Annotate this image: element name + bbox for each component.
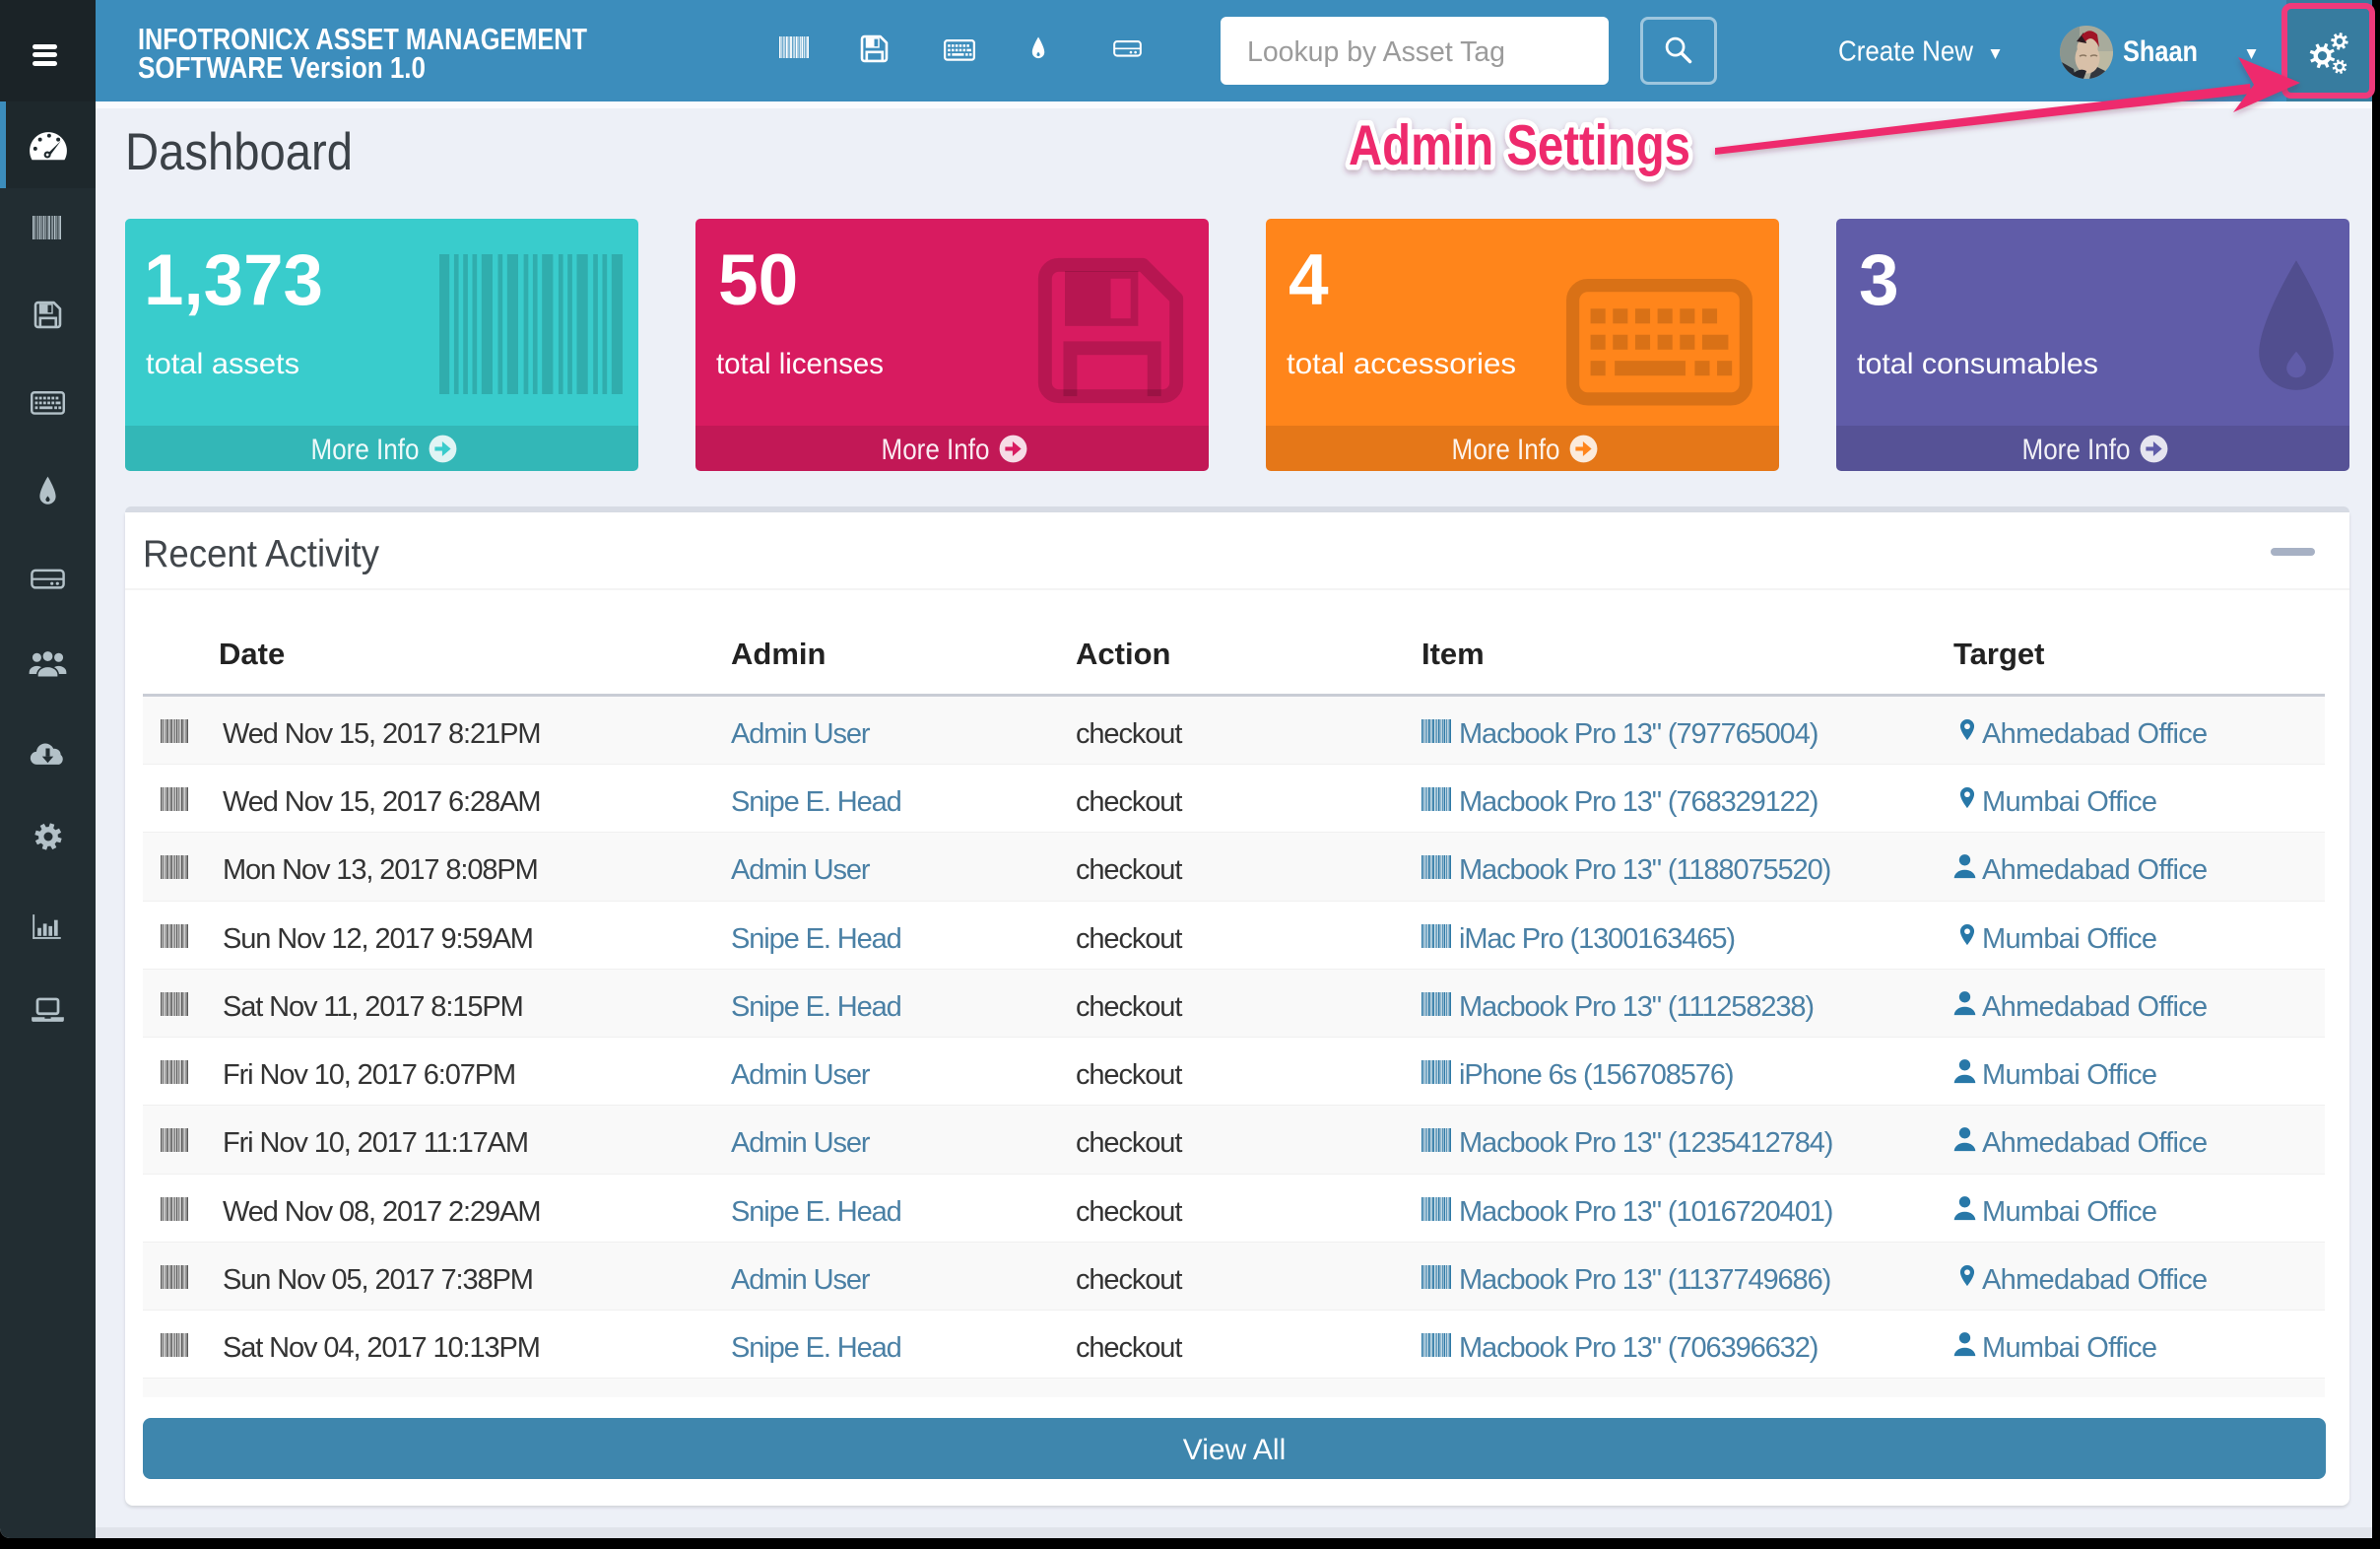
svg-text:More Info: More Info bbox=[2022, 434, 2131, 466]
svg-text:checkout: checkout bbox=[1076, 1059, 1182, 1091]
svg-text:Mumbai Office: Mumbai Office bbox=[1982, 923, 2156, 955]
svg-text:checkout: checkout bbox=[1076, 1332, 1182, 1364]
svg-text:Lookup by Asset Tag: Lookup by Asset Tag bbox=[1247, 36, 1505, 68]
svg-text:Target: Target bbox=[1953, 637, 2044, 671]
svg-text:Ahmedabad Office: Ahmedabad Office bbox=[1982, 1264, 2207, 1296]
svg-text:checkout: checkout bbox=[1076, 718, 1182, 750]
svg-text:Admin User: Admin User bbox=[731, 1264, 871, 1296]
svg-text:Ahmedabad Office: Ahmedabad Office bbox=[1982, 854, 2207, 886]
svg-text:Snipe E. Head: Snipe E. Head bbox=[731, 991, 901, 1023]
svg-text:Fri Nov 10, 2017 6:07PM: Fri Nov 10, 2017 6:07PM bbox=[223, 1059, 515, 1091]
svg-text:total consumables: total consumables bbox=[1857, 348, 2098, 380]
svg-text:Action: Action bbox=[1076, 637, 1170, 671]
svg-text:Sun Nov 12, 2017 9:59AM: Sun Nov 12, 2017 9:59AM bbox=[223, 923, 533, 955]
svg-text:checkout: checkout bbox=[1076, 786, 1182, 818]
svg-text:Wed Nov 08, 2017 2:29AM: Wed Nov 08, 2017 2:29AM bbox=[223, 1196, 540, 1228]
svg-text:total accessories: total accessories bbox=[1287, 348, 1516, 380]
svg-text:Dashboard: Dashboard bbox=[125, 123, 353, 181]
svg-text:3: 3 bbox=[1859, 240, 1899, 320]
svg-text:4: 4 bbox=[1289, 240, 1329, 320]
svg-text:View All: View All bbox=[1183, 1434, 1287, 1466]
svg-text:50: 50 bbox=[718, 240, 798, 320]
svg-text:Macbook Pro 13" (1188075520): Macbook Pro 13" (1188075520) bbox=[1459, 854, 1830, 886]
svg-text:Mumbai Office: Mumbai Office bbox=[1982, 786, 2156, 818]
svg-text:Wed Nov 15, 2017 6:28AM: Wed Nov 15, 2017 6:28AM bbox=[223, 786, 540, 818]
svg-text:Snipe E. Head: Snipe E. Head bbox=[731, 923, 901, 955]
svg-text:More Info: More Info bbox=[882, 434, 990, 466]
svg-text:Ahmedabad Office: Ahmedabad Office bbox=[1982, 991, 2207, 1023]
svg-text:Mumbai Office: Mumbai Office bbox=[1982, 1332, 2156, 1364]
svg-text:Admin Settings: Admin Settings bbox=[1349, 114, 1690, 177]
svg-text:Snipe E. Head: Snipe E. Head bbox=[731, 1332, 901, 1364]
svg-text:SOFTWARE Version 1.0: SOFTWARE Version 1.0 bbox=[138, 51, 426, 85]
svg-text:Macbook Pro 13" (1137749686): Macbook Pro 13" (1137749686) bbox=[1459, 1264, 1830, 1296]
svg-text:Macbook Pro 13" (1016720401): Macbook Pro 13" (1016720401) bbox=[1459, 1196, 1832, 1228]
svg-text:Macbook Pro 13" (797765004): Macbook Pro 13" (797765004) bbox=[1459, 718, 1818, 750]
svg-text:Admin User: Admin User bbox=[731, 718, 871, 750]
svg-text:Macbook Pro 13" (768329122): Macbook Pro 13" (768329122) bbox=[1459, 786, 1818, 818]
svg-text:Mumbai Office: Mumbai Office bbox=[1982, 1196, 2156, 1228]
svg-text:checkout: checkout bbox=[1076, 1264, 1182, 1296]
svg-text:Mumbai Office: Mumbai Office bbox=[1982, 1059, 2156, 1091]
svg-text:1,373: 1,373 bbox=[144, 240, 323, 320]
svg-text:Sat Nov 11, 2017 8:15PM: Sat Nov 11, 2017 8:15PM bbox=[223, 991, 523, 1023]
svg-text:iMac Pro (1300163465): iMac Pro (1300163465) bbox=[1459, 923, 1735, 955]
svg-text:Admin: Admin bbox=[731, 637, 826, 671]
svg-text:Ahmedabad Office: Ahmedabad Office bbox=[1982, 718, 2207, 750]
svg-text:Wed Nov 15, 2017 8:21PM: Wed Nov 15, 2017 8:21PM bbox=[223, 718, 540, 750]
svg-text:Shaan: Shaan bbox=[2123, 35, 2198, 68]
svg-text:Admin User: Admin User bbox=[731, 1059, 871, 1091]
svg-text:checkout: checkout bbox=[1076, 1196, 1182, 1228]
svg-text:checkout: checkout bbox=[1076, 1127, 1182, 1159]
svg-text:Sun Nov 05, 2017 7:38PM: Sun Nov 05, 2017 7:38PM bbox=[223, 1264, 533, 1296]
svg-text:total licenses: total licenses bbox=[716, 348, 884, 380]
svg-text:Snipe E. Head: Snipe E. Head bbox=[731, 1196, 901, 1228]
svg-text:Mon Nov 13, 2017 8:08PM: Mon Nov 13, 2017 8:08PM bbox=[223, 854, 538, 886]
svg-text:iPhone 6s (156708576): iPhone 6s (156708576) bbox=[1459, 1059, 1733, 1091]
svg-text:checkout: checkout bbox=[1076, 923, 1182, 955]
svg-text:Admin User: Admin User bbox=[731, 854, 871, 886]
svg-text:Ahmedabad Office: Ahmedabad Office bbox=[1982, 1127, 2207, 1159]
svg-text:Macbook Pro 13" (1235412784): Macbook Pro 13" (1235412784) bbox=[1459, 1127, 1832, 1159]
svg-text:Date: Date bbox=[219, 637, 285, 671]
svg-text:total assets: total assets bbox=[146, 348, 299, 380]
svg-text:Sat Nov 04, 2017 10:13PM: Sat Nov 04, 2017 10:13PM bbox=[223, 1332, 540, 1364]
svg-text:checkout: checkout bbox=[1076, 991, 1182, 1023]
svg-text:Admin User: Admin User bbox=[731, 1127, 871, 1159]
svg-text:More Info: More Info bbox=[311, 434, 420, 466]
svg-text:Item: Item bbox=[1421, 637, 1485, 671]
svg-text:Fri Nov 10, 2017 11:17AM: Fri Nov 10, 2017 11:17AM bbox=[223, 1127, 528, 1159]
svg-text:checkout: checkout bbox=[1076, 854, 1182, 886]
svg-text:Recent Activity: Recent Activity bbox=[143, 533, 379, 575]
svg-text:Macbook Pro 13" (706396632): Macbook Pro 13" (706396632) bbox=[1459, 1332, 1818, 1364]
svg-text:Create New: Create New bbox=[1838, 36, 1974, 68]
svg-text:More Info: More Info bbox=[1452, 434, 1560, 466]
svg-text:Snipe E. Head: Snipe E. Head bbox=[731, 786, 901, 818]
svg-text:Macbook Pro 13" (111258238): Macbook Pro 13" (111258238) bbox=[1459, 991, 1814, 1023]
svg-text:INFOTRONICX ASSET MANAGEMENT: INFOTRONICX ASSET MANAGEMENT bbox=[138, 23, 587, 56]
